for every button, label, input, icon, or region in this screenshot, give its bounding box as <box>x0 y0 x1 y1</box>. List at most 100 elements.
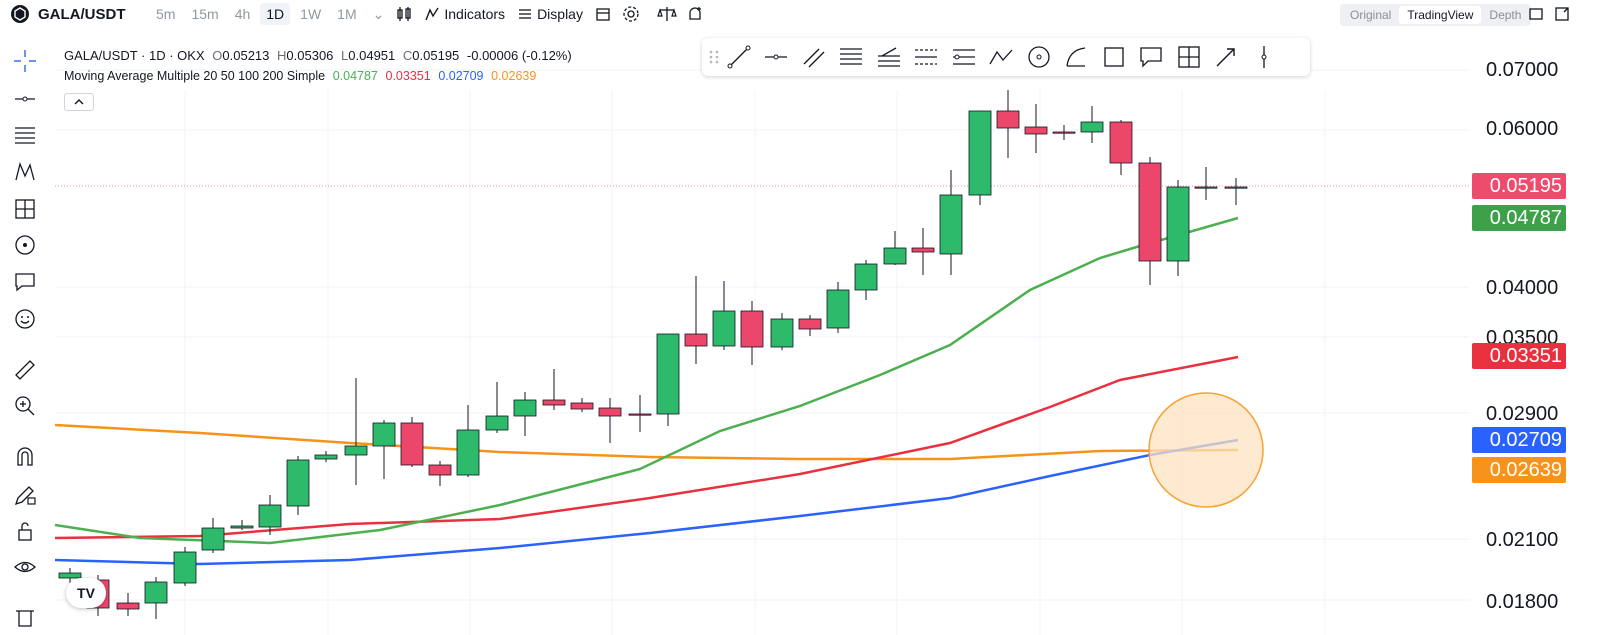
settings-button[interactable] <box>617 2 645 26</box>
text-tool[interactable] <box>10 267 40 297</box>
ma-indicator-name[interactable]: Moving Average Multiple 20 50 100 200 Si… <box>64 69 326 83</box>
candle[interactable] <box>798 315 822 336</box>
candle[interactable] <box>230 520 254 530</box>
candle[interactable] <box>939 170 963 275</box>
timeframe-1m[interactable]: 1M <box>337 6 357 22</box>
candle[interactable] <box>883 231 907 265</box>
fib-tool[interactable] <box>10 120 40 150</box>
magnet-tool[interactable] <box>10 442 40 472</box>
candle[interactable] <box>684 276 708 364</box>
timeframe-15m[interactable]: 15m <box>191 6 219 22</box>
ma20-line[interactable] <box>54 216 1239 545</box>
candle[interactable] <box>400 417 424 467</box>
candle[interactable] <box>116 593 140 616</box>
zoom-tool[interactable] <box>10 391 40 421</box>
candle[interactable] <box>372 420 396 479</box>
pattern-tool[interactable] <box>10 157 40 187</box>
candle[interactable] <box>456 405 480 477</box>
rectangle-tool[interactable] <box>1095 40 1133 74</box>
position-tool[interactable] <box>1170 40 1208 74</box>
candle[interactable] <box>1194 167 1218 200</box>
unlock-tool[interactable] <box>10 516 40 546</box>
timeframe-more-chevron-icon[interactable]: ⌄ <box>372 5 385 22</box>
view-depth[interactable]: Depth <box>1489 8 1522 22</box>
candle[interactable] <box>144 577 168 619</box>
candle[interactable] <box>598 398 622 443</box>
circle-tool[interactable] <box>1020 40 1058 74</box>
candle[interactable] <box>996 90 1020 158</box>
indicators-button[interactable]: Indicators <box>418 6 511 22</box>
candle[interactable] <box>968 110 992 205</box>
candle[interactable] <box>344 378 368 485</box>
parallel-channel-tool[interactable] <box>795 40 833 74</box>
arrow-tool[interactable] <box>1208 40 1246 74</box>
alert-button[interactable] <box>681 2 709 26</box>
candle[interactable] <box>1024 104 1048 153</box>
candle[interactable] <box>826 282 850 333</box>
candle[interactable] <box>1080 106 1104 143</box>
tradingview-logo[interactable]: TV <box>66 578 106 608</box>
drag-handle-icon[interactable] <box>708 47 720 67</box>
candle[interactable] <box>513 392 537 436</box>
trend-line-tool[interactable] <box>720 40 758 74</box>
candle[interactable] <box>1166 180 1190 276</box>
projection-tool[interactable] <box>10 194 40 224</box>
candle[interactable] <box>201 518 225 553</box>
symbol-selector[interactable]: GALA/USDT <box>0 4 150 24</box>
callout-tool[interactable] <box>1133 40 1171 74</box>
candle-type-button[interactable] <box>390 2 418 26</box>
delete-drawings-tool[interactable] <box>10 602 40 632</box>
candle[interactable] <box>1052 125 1076 140</box>
candle[interactable] <box>542 369 566 410</box>
highlight-circle-annotation[interactable] <box>1148 392 1264 508</box>
crosshair-tool[interactable] <box>10 46 40 76</box>
candle[interactable] <box>1109 120 1133 175</box>
timeframe-4h[interactable]: 4h <box>234 6 251 22</box>
fib-retracement-tool[interactable] <box>833 40 871 74</box>
candle[interactable] <box>1138 157 1162 285</box>
candle[interactable] <box>770 313 794 350</box>
vertical-line-tool[interactable] <box>1245 40 1283 74</box>
hide-drawings-tool[interactable] <box>10 552 40 582</box>
candle[interactable] <box>1224 178 1248 205</box>
candle[interactable] <box>911 228 935 275</box>
calendar-button[interactable] <box>589 2 617 26</box>
pitchfork-tool[interactable] <box>945 40 983 74</box>
ma200-line[interactable] <box>54 423 1239 461</box>
horizontal-ray-tool[interactable] <box>10 84 40 114</box>
timeframe-1w[interactable]: 1W <box>300 6 322 22</box>
candle[interactable] <box>628 395 652 432</box>
path-tool[interactable] <box>983 40 1021 74</box>
arc-tool[interactable] <box>1058 40 1096 74</box>
candle[interactable] <box>173 547 197 586</box>
view-original[interactable]: Original <box>1350 8 1392 22</box>
legend-collapse-button[interactable] <box>64 93 94 111</box>
candle[interactable] <box>485 382 509 433</box>
display-button[interactable]: Display <box>511 6 589 22</box>
candle[interactable] <box>286 456 310 515</box>
timeframe-1d[interactable]: 1D <box>260 3 291 25</box>
emoji-tool[interactable] <box>10 304 40 334</box>
candle[interactable] <box>740 301 764 365</box>
candle[interactable] <box>656 333 680 426</box>
view-tradingview[interactable]: TradingView <box>1399 6 1482 24</box>
candle[interactable] <box>712 281 736 350</box>
fib-extension-tool[interactable] <box>870 40 908 74</box>
shapes-tool[interactable] <box>10 230 40 260</box>
candle[interactable] <box>570 398 594 412</box>
candle[interactable] <box>428 461 452 486</box>
lock-drawings-tool[interactable] <box>10 480 40 510</box>
timeframe-5m[interactable]: 5m <box>156 6 176 22</box>
fib-channel-tool[interactable] <box>908 40 946 74</box>
fullscreen-button[interactable] <box>1548 2 1576 26</box>
candle[interactable] <box>258 495 282 535</box>
measure-tool[interactable] <box>10 355 40 385</box>
layout-button[interactable] <box>1522 2 1550 26</box>
compare-button[interactable] <box>653 2 681 26</box>
horizontal-line-tool[interactable] <box>758 40 796 74</box>
ma50-line[interactable] <box>54 355 1239 540</box>
ma100-line[interactable] <box>54 438 1239 566</box>
candle[interactable] <box>854 260 878 300</box>
candle[interactable] <box>314 451 338 462</box>
